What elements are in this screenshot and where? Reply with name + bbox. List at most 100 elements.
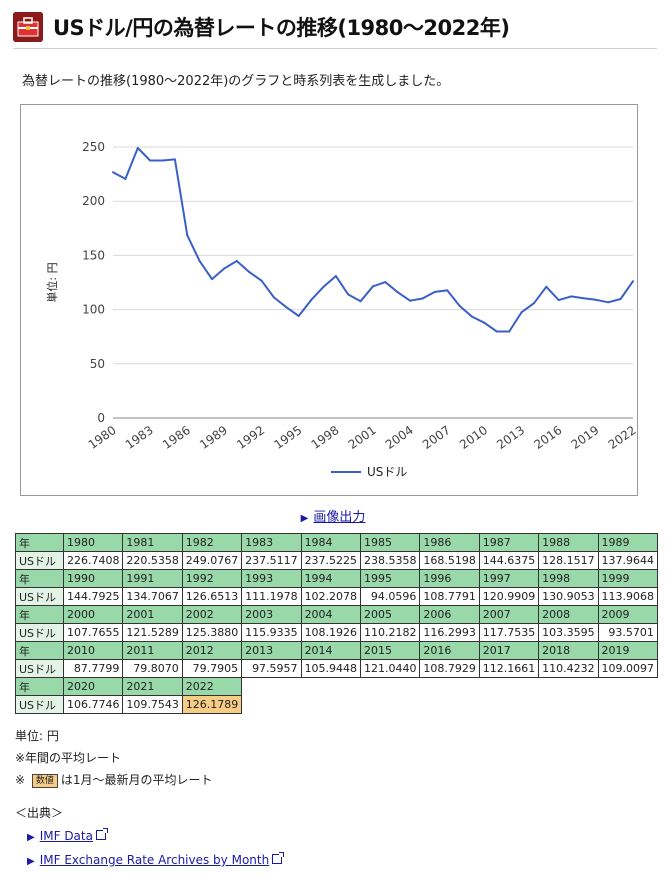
x-tick-label: 2022 [606,423,637,452]
page-header: USドル/円の為替レートの推移(1980〜2022年) [13,8,657,49]
data-point [495,330,498,333]
data-point [532,302,535,305]
latest-note-text: は1月〜最新月の平均レート [60,773,213,787]
data-point [211,278,214,281]
year-cell: 1988 [538,533,599,552]
year-cell: 2012 [181,641,243,660]
data-point [359,300,362,303]
data-point [483,321,486,324]
source-item: ▶ IMF Data [15,825,282,849]
year-cell: 1983 [241,533,302,552]
value-cell: 121.5289 [122,623,183,642]
source-item: ▶ IMF Exchange Rate Archives by Month [15,849,285,873]
empty-cell [420,678,479,696]
empty-cell [539,678,598,696]
empty-cell [598,678,657,696]
value-cell: 93.5701 [597,623,658,642]
value-cell: 107.7655 [62,623,124,642]
value-cell: 108.1926 [300,623,361,642]
year-cell: 2000 [62,605,124,624]
value-cell: 110.2182 [359,623,421,642]
year-cell: 1997 [478,569,540,588]
year-cell: 2020 [62,677,124,696]
empty-cell [420,696,479,714]
year-cell: 1982 [181,533,243,552]
year-cell: 1998 [538,569,599,588]
data-point [334,275,337,278]
data-point [272,296,275,299]
data-point [149,159,152,162]
year-cell: 1984 [300,533,361,552]
value-cell: 112.1661 [478,659,540,678]
value-cell: 134.7067 [122,587,183,606]
value-badge: 数値 [31,774,58,788]
year-cell: 2013 [241,641,302,660]
value-cell: 113.9068 [597,587,658,606]
year-row: 年 2010 2011 2012 2013 2014 2015 2016 2017 2018 201… [15,641,658,660]
value-cell: 97.5957 [241,659,302,678]
value-cell: 111.1978 [241,587,302,606]
value-cell: 116.2993 [419,623,480,642]
year-cell: 2018 [538,641,599,660]
value-cell: 144.7925 [62,587,124,606]
year-label-cell: 年 [15,533,64,552]
value-cell: 144.6375 [478,551,540,570]
year-cell: 2009 [597,605,658,624]
year-label-cell: 年 [15,569,64,588]
value-cell: 108.7791 [419,587,480,606]
sources-header: ＜出典＞ [15,806,64,820]
empty-cell [479,678,538,696]
source-link-imf-data[interactable]: IMF Data [39,829,93,843]
empty-cell [301,696,360,714]
value-cell: 120.9909 [478,587,540,606]
year-label-cell: 年 [15,677,64,696]
year-cell: 2017 [478,641,540,660]
year-row: 年 1990 1991 1992 1993 1994 1995 1996 1997 1998 199… [15,569,658,588]
data-point [619,298,622,301]
data-point [582,297,585,300]
x-tick-label: 1995 [271,423,304,452]
value-cell: 109.7543 [122,695,183,714]
x-tick-label: 1980 [86,423,119,452]
data-point [557,299,560,302]
source-link-imf-archives[interactable]: IMF Exchange Rate Archives by Month [39,853,270,867]
time-series-table: 年 1980 1981 1982 1983 1984 1985 1986 1987 1988 198… [15,533,658,714]
value-cell: 87.7799 [62,659,124,678]
data-point [594,298,597,301]
data-point [285,306,288,309]
year-cell: 2014 [300,641,361,660]
y-axis-label: 単位: 円 [45,262,59,302]
data-point [520,311,523,314]
line-chart: 0 50 100 150 200 250 単位: 円 1980 1983 1986 1989 1992… [45,140,637,479]
empty-cell [360,696,419,714]
x-tick-label: 1998 [309,423,342,452]
year-cell: 2011 [122,641,183,660]
data-point [198,260,201,263]
image-export-link[interactable]: 画像出力 [313,510,366,525]
unit-note: 単位: 円 [15,729,59,743]
data-point [570,295,573,298]
page-title: USドル/円の為替レートの推移(1980〜2022年) [53,16,510,40]
year-cell: 1999 [597,569,658,588]
value-row: USドル 226.7408 220.5358 249.0767 237.5117 237.… [15,551,658,570]
year-cell: 1989 [597,533,658,552]
data-point [161,159,164,162]
year-cell: 2006 [419,605,480,624]
year-label-cell: 年 [15,605,64,624]
arrow-right-icon: ▶ [300,513,309,524]
year-cell: 2016 [419,641,480,660]
value-cell: 108.7929 [419,659,480,678]
data-point [124,177,127,180]
x-tick-label: 2019 [569,423,602,452]
data-point [446,289,449,292]
empty-cell [242,678,301,696]
value-cell: 130.9053 [538,587,599,606]
data-point [186,234,189,237]
value-cell: 226.7408 [62,551,124,570]
x-tick-label: 2001 [346,423,379,452]
x-tick-label: 1992 [234,423,267,452]
year-cell: 2003 [241,605,302,624]
data-point [136,147,139,150]
x-tick-label: 2004 [383,423,416,452]
image-export: ▶ 画像出力 [0,506,666,525]
